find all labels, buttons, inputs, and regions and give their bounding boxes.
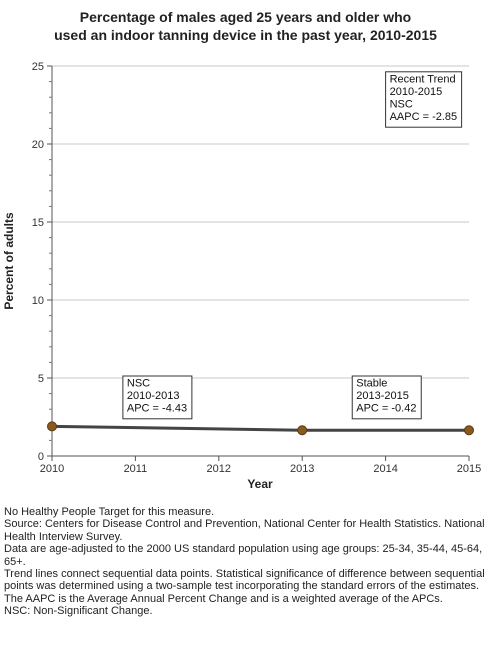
y-axis-title: Percent of adults <box>2 212 16 310</box>
chart-title-line-2: used an indoor tanning device in the pas… <box>54 27 437 43</box>
x-tick-label: 2015 <box>457 463 481 475</box>
x-tick-label: 2010 <box>40 463 64 475</box>
chart-title: Percentage of males aged 25 years and ol… <box>20 8 471 44</box>
footnote-line: Source: Centers for Disease Control and … <box>4 518 485 543</box>
x-axis-title: Year <box>247 477 273 491</box>
data-point <box>297 425 308 436</box>
annotation-text: Recent Trend <box>390 73 456 85</box>
x-tick-label: 2012 <box>207 463 231 475</box>
annotation-frame <box>385 71 463 128</box>
y-tick-label: 0 <box>38 451 44 463</box>
annotation-frame <box>351 375 422 420</box>
y-tick-label: 25 <box>32 61 44 73</box>
annotation-text: 2013-2015 <box>356 390 409 402</box>
annotation-text: 2010-2015 <box>390 86 443 98</box>
annotation-text: APC = -0.42 <box>356 403 416 415</box>
annotation-text: Stable <box>356 378 387 390</box>
y-tick-label: 10 <box>32 295 44 307</box>
annotation-text: AAPC = -2.85 <box>390 111 458 123</box>
footnote-line: No Healthy People Target for this measur… <box>4 506 215 518</box>
footnote-line: NSC: Non-Significant Change. <box>4 605 153 618</box>
x-tick-label: 2014 <box>373 463 397 475</box>
axes: 0 5 10 15 20 25 2010 2011 2012 2013 2014 2015 <box>32 61 481 475</box>
x-tick-label: 2011 <box>124 463 148 475</box>
data-series <box>47 421 474 436</box>
chart-title-line-1: Percentage of males aged 25 years and ol… <box>79 9 412 25</box>
y-tick-label: 5 <box>38 373 44 385</box>
x-tick-label: 2013 <box>290 463 314 475</box>
annotation-text: NSC <box>390 99 413 111</box>
footnotes: No Healthy People Target for this measur… <box>4 506 488 618</box>
footnote-line: Trend lines connect sequential data poin… <box>4 568 485 593</box>
data-point <box>47 421 57 432</box>
y-tick-label: 20 <box>32 139 44 151</box>
data-point <box>464 425 474 436</box>
annotation-text: APC = -4.43 <box>127 403 187 415</box>
footnote-line: The AAPC is the Average Annual Percent C… <box>4 592 443 605</box>
annotation-text: NSC <box>127 378 150 390</box>
annotation-frame <box>122 375 193 420</box>
annotation-text: 2010-2013 <box>127 390 180 402</box>
footnote-line: Data are age-adjusted to the 2000 US sta… <box>4 543 483 568</box>
trend-line <box>51 424 469 432</box>
y-tick-label: 15 <box>32 217 44 229</box>
